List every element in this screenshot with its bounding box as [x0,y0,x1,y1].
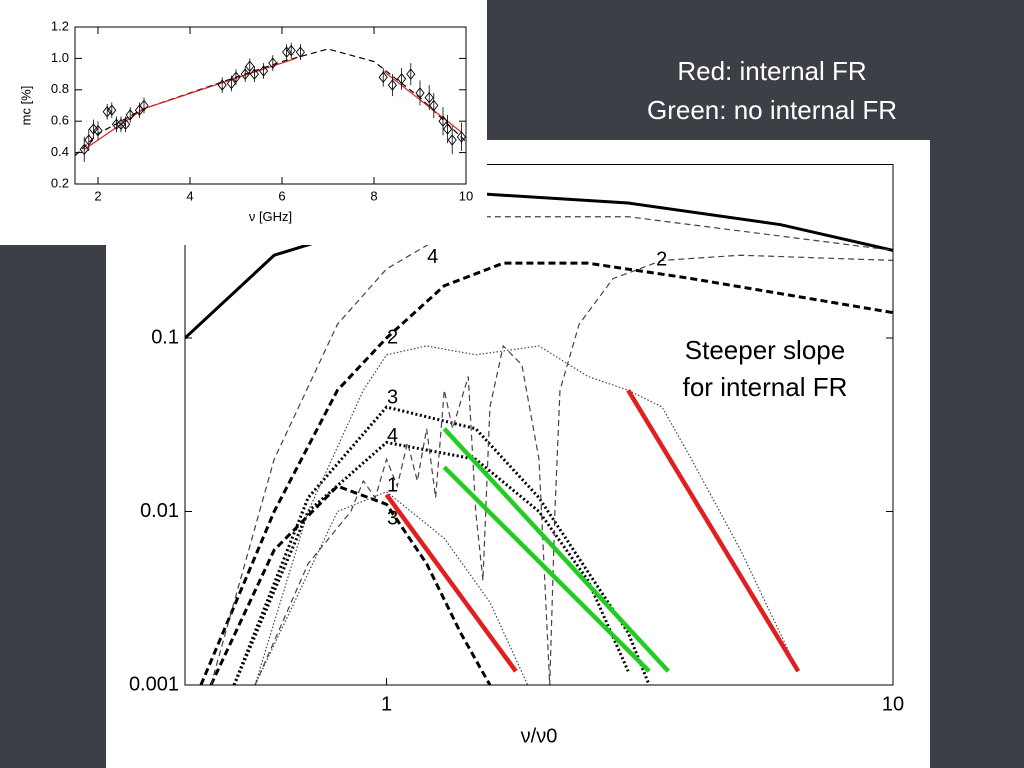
curve [210,216,893,685]
data-point [259,65,269,77]
note: Red: internal FR [677,56,866,86]
data-point [268,57,278,69]
x-tick-label: 6 [278,188,285,203]
data-point [424,91,434,104]
curve [254,345,799,685]
curve [626,389,801,673]
curve [382,70,462,133]
data-point [295,46,305,58]
note: Green: no internal FR [647,95,897,125]
x-tick-label: 4 [186,188,193,203]
curve-label: 3 [387,508,398,530]
y-tick-label: 0.1 [151,326,179,348]
data-point [102,106,112,118]
data-point [240,68,250,80]
data-point [226,77,236,90]
curve [209,484,492,685]
y-axis-label: mc [%] [18,86,33,126]
y-tick-label: 0.2 [51,175,69,190]
plot-frame [74,26,467,185]
data-point [125,109,135,121]
curve-label: 4 [427,246,438,268]
callout: Steeper slope [685,335,845,365]
curve-label: 3 [387,386,398,408]
plot-area [185,192,893,685]
data-point [121,118,131,131]
data-point [397,73,407,85]
data-point [245,60,255,72]
data-point [93,124,103,137]
data-point [139,99,149,112]
x-axis-label: ν/ν0 [521,725,558,747]
curve-label: 2 [387,326,398,348]
data-point [406,68,416,80]
data-point [456,131,466,143]
curve [254,254,893,685]
curve-label: 4 [387,425,398,447]
plot-area [75,42,466,163]
curve [442,427,670,673]
curve [199,261,893,685]
y-tick-label: 0.4 [51,144,69,159]
curve [384,493,518,673]
x-tick-label: 10 [882,693,904,715]
y-tick-label: 0.01 [140,500,179,522]
x-axis-label: ν [GHz] [249,209,292,224]
data-point [249,68,259,80]
y-tick-label: 1.2 [51,18,69,33]
y-tick-label: 0.001 [129,673,179,695]
data-point [387,79,397,91]
plot-frame [184,164,894,686]
data-point [282,46,292,58]
curve [442,465,651,673]
x-tick-label: 8 [370,188,377,203]
data-point [79,143,89,156]
data-point [429,99,439,112]
curve-label: 1 [387,474,398,496]
y-tick-label: 1.0 [51,50,69,65]
data-point [111,118,121,131]
data-point [447,134,457,146]
callout: for internal FR [683,372,848,402]
data-point [84,134,94,146]
curve [232,440,630,685]
y-tick-label: 0.8 [51,81,69,96]
x-tick-label: 2 [94,188,101,203]
data-point [415,87,425,99]
data-point [217,79,227,91]
data-point [116,118,126,131]
y-tick-label: 0.6 [51,113,69,128]
curve [185,192,893,340]
data-point [231,71,241,83]
data-point [107,104,117,116]
data-point [286,44,296,57]
curve-label: 2 [656,249,667,271]
curve [75,48,466,157]
data-point [438,115,448,127]
data-point [443,123,453,135]
inset-chart-panel [0,0,487,245]
x-tick-label: 1 [381,693,392,715]
data-point [378,71,388,83]
x-tick-label: 10 [459,188,473,203]
